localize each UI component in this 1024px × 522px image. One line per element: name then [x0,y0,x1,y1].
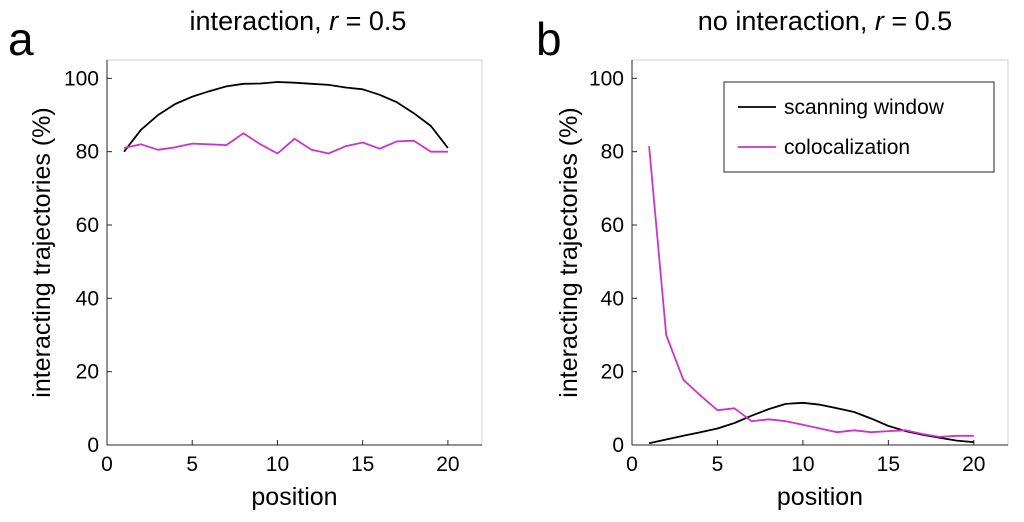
y-tick-label: 20 [601,361,624,384]
y-tick-label: 0 [87,434,99,457]
legend-label: colocalization [784,136,910,159]
y-tick-label: 60 [76,214,99,237]
chart-title: interaction, r = 0.5 [190,6,407,36]
y-tick-label: 100 [589,67,624,90]
chart-title-text: no interaction, [698,6,875,36]
y-tick-label: 80 [76,141,99,164]
chart-title-suffix: = 0.5 [338,6,406,36]
legend: scanning window colocalization [723,81,995,173]
chart-title-variable: r [875,6,885,36]
panel-b: b no interaction, r = 0.5 0 5 10 15 20 0 20 40 60 8… [536,6,1009,511]
series-line-scanning-window [648,401,974,445]
y-tick-label: 60 [601,214,624,237]
x-tick-label: 20 [436,453,459,476]
y-tick-label: 0 [612,434,624,457]
y-tick-label: 40 [601,287,624,310]
panel-a: a interaction, r = 0.5 0 5 10 15 20 0 20 40 60 80 10… [8,6,483,511]
x-axis-label: position [251,483,337,511]
x-axis-label: position [777,483,863,511]
y-tick-label: 40 [76,287,99,310]
x-tick-label: 0 [626,453,638,476]
x-tick-label: 5 [186,453,198,476]
chart-title-variable: r [329,6,339,36]
panel-letter: b [536,13,562,65]
x-tick-label: 15 [351,453,374,476]
series-line-colocalization [123,132,448,155]
y-tick-label: 100 [64,67,99,90]
x-tick-label: 0 [101,453,113,476]
x-tick-label: 15 [877,453,900,476]
y-tick-label: 80 [601,141,624,164]
series-line-colocalization [648,146,974,438]
legend-label: scanning window [784,96,945,119]
legend-box [723,81,995,173]
chart-title: no interaction, r = 0.5 [698,6,952,36]
x-tick-label: 5 [712,453,724,476]
series-line-scanning-window [123,81,449,153]
chart-title-text: interaction, [190,6,330,36]
panel-letter: a [8,13,34,65]
x-tick-label: 20 [962,453,985,476]
x-tick-label: 10 [266,453,289,476]
x-tick-label: 10 [791,453,814,476]
plot-frame [106,59,483,446]
chart-title-suffix: = 0.5 [884,6,952,36]
y-tick-label: 20 [76,361,99,384]
y-axis-label: interacting trajectories (%) [28,107,56,397]
y-axis-label: interacting trajectories (%) [555,107,583,397]
